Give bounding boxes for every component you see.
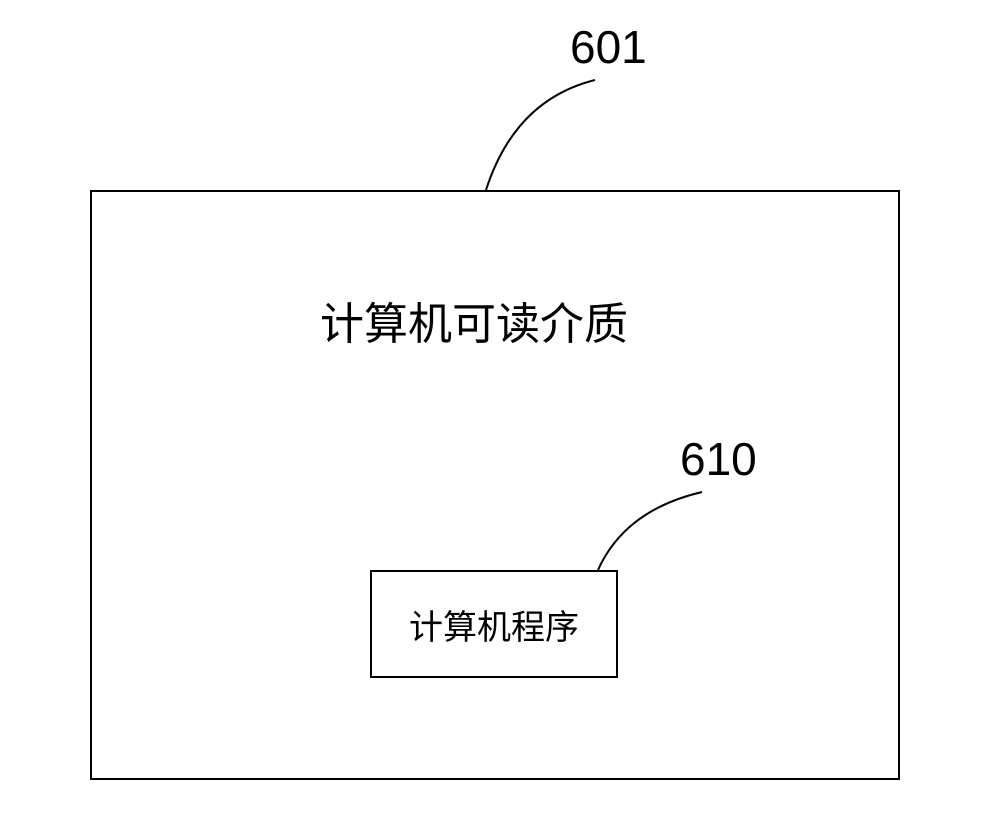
outer-box <box>90 190 900 780</box>
reference-label-601: 601 <box>570 20 647 74</box>
inner-box: 计算机程序 <box>370 570 618 678</box>
diagram-canvas: 计算机可读介质 计算机程序 601 610 <box>0 0 1000 825</box>
outer-box-title: 计算机可读介质 <box>320 288 628 352</box>
leader-line-601 <box>486 80 595 190</box>
inner-box-label: 计算机程序 <box>409 600 579 649</box>
reference-label-610: 610 <box>680 432 757 486</box>
